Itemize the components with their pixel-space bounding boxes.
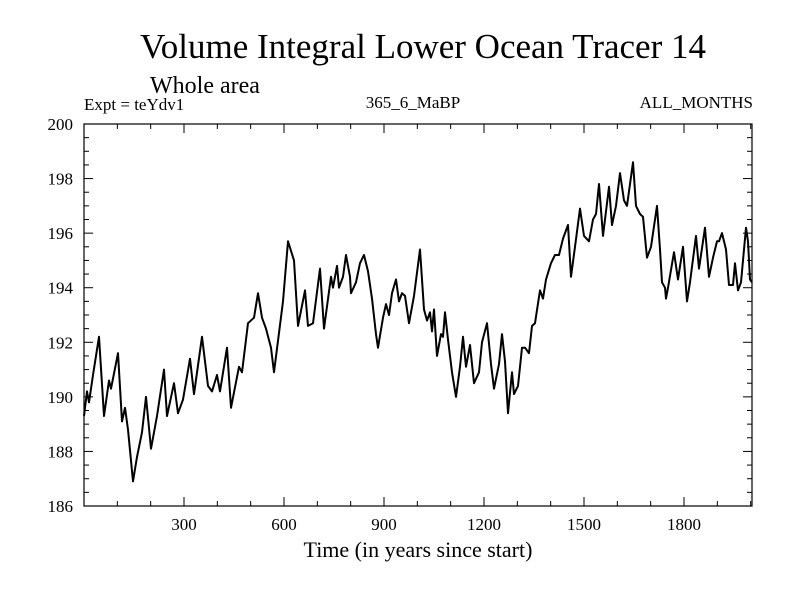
y-tick-label: 198 [48,170,74,189]
x-tick-label: 1800 [667,515,701,534]
series-line [83,161,753,483]
experiment-label: Expt = teYdv1 [84,95,184,114]
chart-title: Volume Integral Lower Ocean Tracer 14 [140,27,706,66]
x-axis-label: Time (in years since start) [304,537,533,562]
y-tick-label: 190 [48,388,74,407]
y-tick-label: 194 [48,279,74,298]
x-tick-label: 1200 [467,515,501,534]
x-tick-label: 600 [271,515,297,534]
y-tick-label: 186 [48,497,74,516]
months-label: ALL_MONTHS [640,93,753,112]
x-tick-label: 900 [371,515,397,534]
y-tick-label: 188 [48,442,74,461]
ticks [84,124,752,506]
plot-frame [83,123,753,507]
chart-subtitle: Whole area [150,73,260,99]
x-tick-label: 1500 [567,515,601,534]
y-tick-label: 200 [48,115,74,134]
axes [83,123,753,507]
x-tick-label: 300 [171,515,197,534]
run-label: 365_6_MaBP [366,93,460,112]
tick-labels: 300 600 900 1200 1500 1800 186 188 190 192 194 196 1… [48,115,702,534]
series [83,161,753,483]
y-tick-label: 192 [48,333,74,352]
y-tick-label: 196 [48,224,74,243]
